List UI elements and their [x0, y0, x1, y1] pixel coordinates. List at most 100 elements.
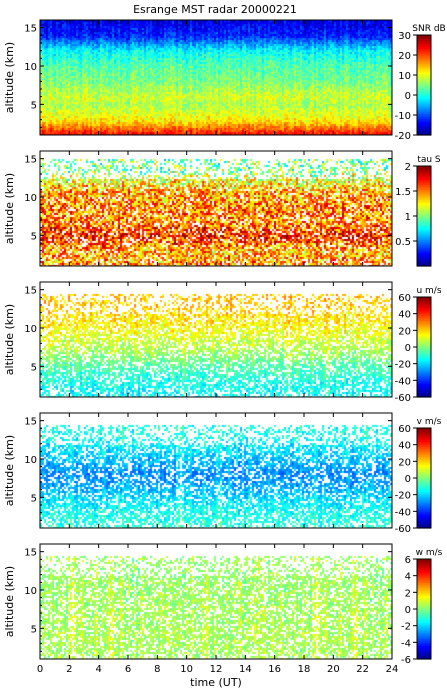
colorbar-swatch [417, 113, 431, 116]
colorbar-swatch [417, 657, 431, 660]
colorbar-swatch [417, 474, 431, 477]
colorbar-swatch [417, 392, 431, 395]
colorbar-swatch [417, 468, 431, 471]
x-tick-label: 12 [210, 664, 223, 675]
colorbar-swatch [417, 378, 431, 381]
colorbar-swatch [417, 350, 431, 353]
colorbar-swatch [417, 63, 431, 66]
colorbar-swatch [417, 434, 431, 437]
colorbar-swatch [417, 473, 431, 476]
colorbar-swatch [417, 572, 431, 575]
snr-heatmap [40, 20, 392, 135]
y-axis-label: altitude (km) [3, 42, 16, 113]
colorbar-swatch [417, 637, 431, 640]
colorbar-swatch [417, 209, 431, 212]
colorbar-swatch [417, 355, 431, 358]
colorbar-swatch [417, 592, 431, 595]
colorbar-swatch [417, 323, 431, 326]
colorbar-swatch [417, 216, 431, 219]
y-tick-label: 15 [24, 548, 37, 559]
colorbar-swatch [417, 569, 431, 572]
u-heatmap [40, 282, 392, 397]
colorbar-swatch [417, 105, 431, 108]
colorbar-tick-label: -2 [401, 622, 411, 633]
colorbar-swatch [417, 451, 431, 454]
colorbar-swatch [417, 393, 431, 396]
colorbar-swatch [417, 232, 431, 235]
colorbar-swatch [417, 308, 431, 311]
colorbar-swatch [417, 222, 431, 225]
colorbar-swatch [417, 508, 431, 511]
colorbar-label: tau S [417, 155, 441, 165]
colorbar-swatch [417, 48, 431, 51]
colorbar-swatch [417, 174, 431, 177]
colorbar-swatch [417, 133, 431, 136]
colorbar-swatch [417, 234, 431, 237]
colorbar-swatch [417, 221, 431, 224]
colorbar-swatch [417, 567, 431, 570]
colorbar-swatch [417, 116, 431, 119]
colorbar-swatch [417, 93, 431, 96]
colorbar-swatch [417, 128, 431, 131]
colorbar-swatch [417, 449, 431, 452]
colorbar-tick-label: 2 [405, 162, 411, 173]
colorbar-tick-label: 0.5 [395, 237, 411, 248]
colorbar-swatch [417, 214, 431, 217]
colorbar-swatch [417, 564, 431, 567]
colorbar-swatch [417, 582, 431, 585]
colorbar-swatch [417, 599, 431, 602]
colorbar-swatch [417, 481, 431, 484]
colorbar-swatch [417, 488, 431, 491]
colorbar-swatch [417, 172, 431, 175]
colorbar-tick-label: -20 [395, 360, 411, 371]
colorbar-swatch [417, 78, 431, 81]
colorbar-swatch [417, 313, 431, 316]
colorbar-tick-label: -40 [395, 507, 411, 518]
colorbar-swatch [417, 501, 431, 504]
colorbar-tick-label: -4 [401, 638, 411, 649]
colorbar-swatch [417, 50, 431, 53]
colorbar-swatch [417, 347, 431, 350]
colorbar-swatch [417, 441, 431, 444]
colorbar-tick-label: -20 [395, 491, 411, 502]
colorbar-swatch [417, 352, 431, 355]
y-tick-label: 15 [24, 155, 37, 166]
colorbar-swatch [417, 609, 431, 612]
colorbar-swatch [417, 584, 431, 587]
colorbar-tick-label: -6 [401, 655, 411, 666]
colorbar-swatch [417, 479, 431, 482]
colorbar-swatch [417, 191, 431, 194]
colorbar-swatch [417, 56, 431, 59]
colorbar-swatch [417, 506, 431, 509]
colorbar-swatch [417, 312, 431, 315]
colorbar-tick-label: -60 [395, 393, 411, 404]
colorbar-swatch [417, 559, 431, 562]
colorbar-swatch [417, 642, 431, 645]
colorbar-swatch [417, 176, 431, 179]
colorbar-swatch [417, 574, 431, 577]
colorbar-swatch [417, 201, 431, 204]
colorbar-swatch [417, 197, 431, 200]
colorbar-swatch [417, 182, 431, 185]
y-tick-label: 5 [31, 100, 37, 111]
colorbar-swatch [417, 372, 431, 375]
colorbar-swatch [417, 644, 431, 647]
colorbar-swatch [417, 619, 431, 622]
colorbar-tick-label: 30 [398, 31, 411, 42]
y-axis-label: altitude (km) [3, 435, 16, 506]
colorbar-tick-label: 1.5 [395, 187, 411, 198]
colorbar-swatch [417, 605, 431, 608]
colorbar-swatch [417, 111, 431, 114]
colorbar-swatch [417, 655, 431, 658]
y-tick-label: 5 [31, 362, 37, 373]
colorbar-swatch [417, 486, 431, 489]
colorbar-tick-label: 4 [405, 572, 411, 583]
colorbar-swatch [417, 328, 431, 331]
colorbar-swatch [417, 167, 431, 170]
colorbar-swatch [417, 335, 431, 338]
colorbar-swatch [417, 429, 431, 432]
colorbar-swatch [417, 590, 431, 593]
colorbar-swatch [417, 179, 431, 182]
colorbar-swatch [417, 227, 431, 230]
